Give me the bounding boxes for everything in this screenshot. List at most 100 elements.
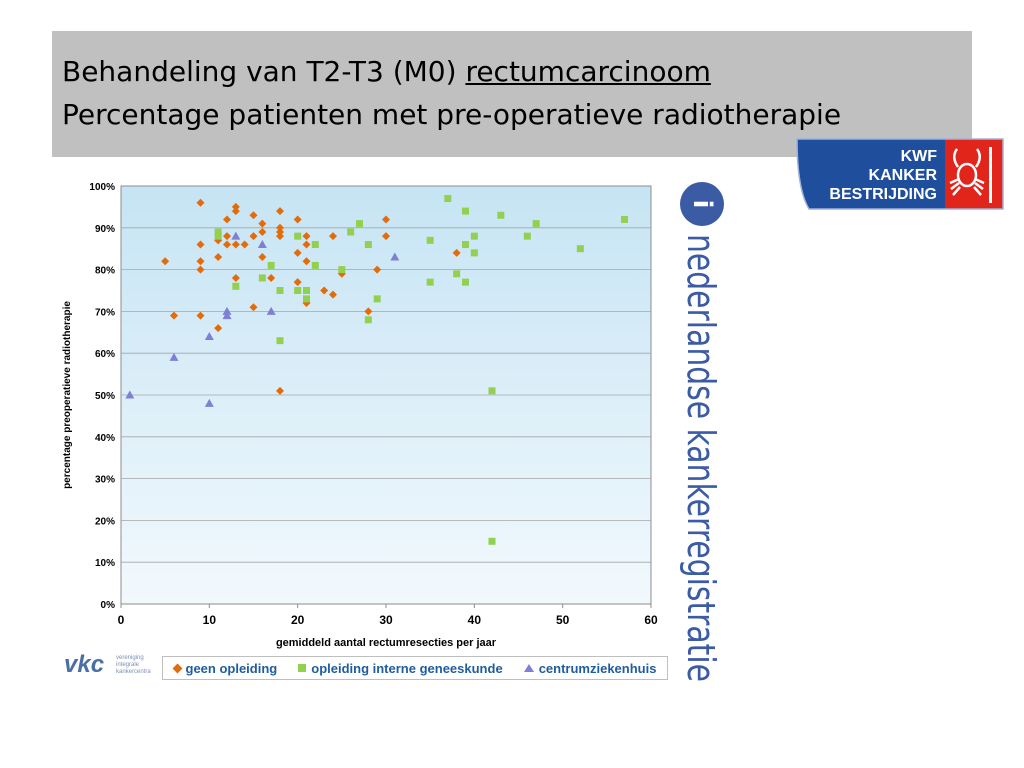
data-point-diamond (214, 324, 223, 333)
kwf-logo-red-panel (945, 139, 1003, 209)
data-point-square (462, 207, 469, 215)
y-tick-label: 30% (95, 475, 115, 486)
nkr-logo-circle (680, 182, 724, 226)
vkc-logo-sub-3: kankercentra (116, 669, 151, 675)
data-point-square (258, 274, 266, 282)
data-point-triangle (204, 398, 214, 407)
data-point-triangle (257, 240, 267, 249)
data-point-square (426, 236, 434, 244)
legend-item-centrumziekenhuis: centrumziekenhuis (523, 660, 657, 676)
data-point-diamond (170, 311, 178, 320)
data-point-square (426, 278, 434, 286)
data-point-square (453, 270, 461, 278)
y-axis-ticks: 0% 10% 20% 30% 40% 50% 60% 70% 80% 90% 100% (89, 182, 115, 611)
data-point-square (523, 232, 531, 240)
kwf-logo-line-1: KWF (901, 148, 938, 165)
data-point-triangle (204, 331, 214, 340)
title-underlined-word: rectumcarcinoom (465, 55, 711, 88)
data-point-square (576, 245, 584, 253)
data-point-square (373, 295, 381, 303)
x-tick-label: 60 (644, 613, 658, 627)
data-point-square (532, 220, 540, 228)
data-point-square (347, 228, 355, 236)
data-point-diamond (240, 240, 249, 249)
y-tick-label: 40% (95, 433, 115, 444)
data-point-diamond (231, 202, 240, 211)
nkr-logo-text: nederlandse kankerregistratie (679, 234, 723, 682)
y-tick-label: 10% (95, 558, 115, 569)
kwf-logo: KWF KANKER BESTRIJDING (796, 138, 1004, 210)
legend-diamond-icon (172, 663, 182, 673)
y-tick-label: 0% (101, 600, 116, 611)
data-point-square (303, 295, 310, 303)
data-point-triangle (390, 252, 400, 261)
data-point-square (488, 537, 496, 545)
legend-label-geen-opleiding: geen opleiding (185, 660, 278, 676)
legend-triangle-icon (523, 664, 534, 672)
x-tick-label: 20 (291, 613, 305, 627)
y-tick-label: 70% (95, 307, 115, 318)
legend-label-centrumziekenhuis: centrumziekenhuis (538, 660, 657, 676)
data-point-diamond (320, 286, 329, 295)
legend-square-icon (298, 664, 307, 672)
x-axis-label: gemiddeld aantal rectumresecties per jaa… (276, 637, 497, 649)
y-tick-label: 80% (95, 266, 115, 277)
y-tick-label: 20% (95, 516, 115, 527)
data-point-diamond (223, 240, 231, 249)
data-point-square (356, 220, 363, 228)
legend-label-opleiding: opleiding interne geneeskunde (311, 660, 503, 676)
title-bar: Behandeling van T2-T3 (M0) rectumcarcino… (52, 31, 972, 157)
nkr-logo: i nederlandse kankerregistratie (679, 182, 724, 682)
y-tick-label: 60% (95, 349, 115, 360)
data-point-diamond (382, 232, 390, 241)
data-point-square (267, 261, 275, 269)
data-point-diamond (161, 257, 170, 266)
data-point-square (232, 282, 240, 290)
data-point-diamond (329, 290, 337, 299)
slide-title-line-2: Percentage patienten met pre-operatieve … (62, 98, 842, 131)
x-tick-label: 10 (203, 613, 217, 627)
data-point-diamond (302, 299, 311, 308)
data-point-diamond (293, 248, 302, 257)
data-point-diamond (196, 257, 205, 266)
data-point-diamond (302, 232, 311, 241)
data-point-square (462, 241, 469, 249)
data-point-triangle (266, 306, 276, 315)
grid-lines (121, 227, 651, 563)
data-point-triangle (222, 306, 232, 315)
data-point-diamond (267, 273, 276, 282)
data-point-triangle (125, 390, 135, 399)
data-point-diamond (293, 278, 302, 287)
y-tick-label: 50% (95, 391, 115, 402)
data-point-square (294, 232, 302, 240)
data-point-diamond (231, 273, 240, 282)
chart-legend: geen opleiding opleiding interne geneesk… (162, 656, 668, 680)
data-point-diamond (293, 215, 302, 224)
data-point-square (364, 241, 372, 249)
data-point-diamond (249, 303, 258, 312)
vkc-logo-text: vkc (64, 651, 104, 678)
data-point-triangle (169, 352, 179, 361)
data-point-diamond (302, 257, 311, 266)
x-tick-label: 30 (379, 613, 393, 627)
x-tick-label: 0 (118, 613, 125, 627)
data-point-diamond (214, 236, 223, 245)
data-point-diamond (258, 227, 267, 236)
slide-title-line-1: Behandeling van T2-T3 (M0) rectumcarcino… (62, 55, 711, 88)
kwf-logo-line-2: KANKER (869, 167, 938, 184)
data-point-diamond (223, 232, 231, 241)
data-point-square (214, 232, 222, 240)
data-point-diamond (223, 215, 231, 224)
data-point-square (488, 387, 496, 395)
data-point-square (462, 278, 469, 286)
data-point-diamond (196, 265, 205, 274)
kwf-logo-blue-panel (797, 139, 945, 209)
y-tick-label: 90% (95, 224, 115, 235)
vkc-logo: vkc vereniging integrale kankercentra (64, 651, 151, 678)
data-point-diamond (196, 311, 205, 320)
data-point-diamond (382, 215, 390, 224)
data-point-diamond (214, 253, 223, 262)
y-tick-label: 100% (89, 182, 115, 193)
data-point-diamond (196, 240, 205, 249)
data-point-diamond (276, 223, 284, 232)
